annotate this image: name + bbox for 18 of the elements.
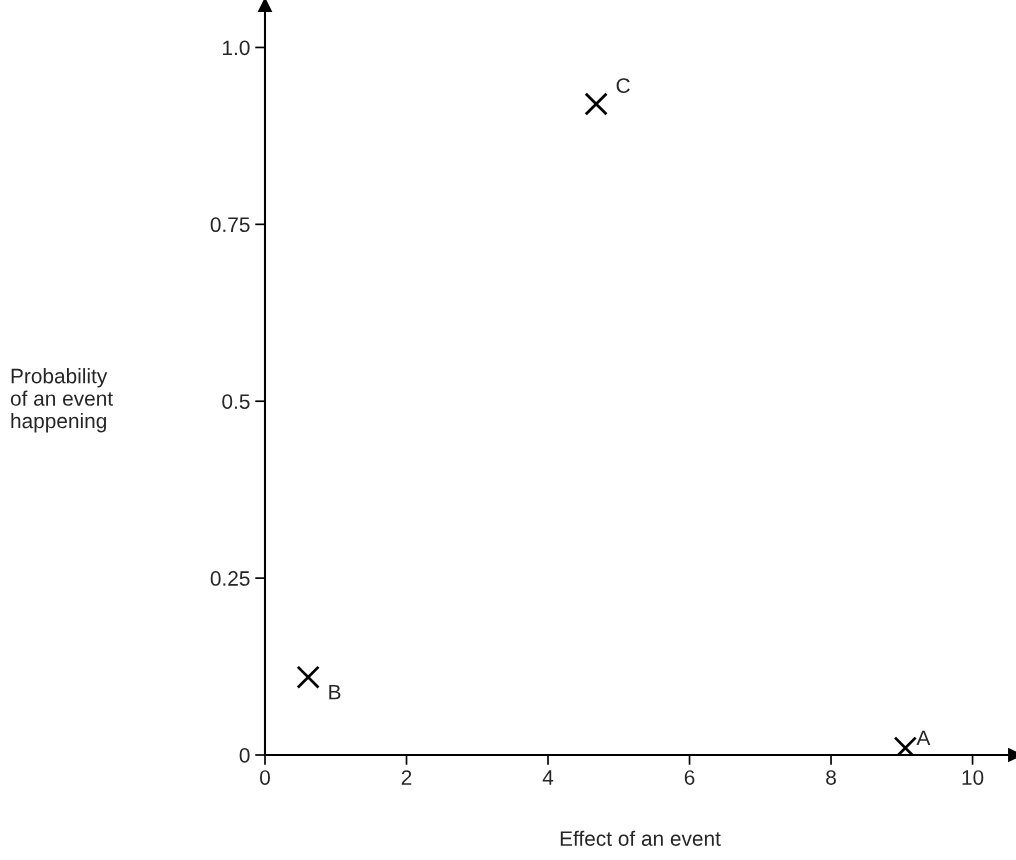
y-axis-title: Probability of an event happening <box>10 368 113 433</box>
y-tick-label: 0 <box>239 748 250 763</box>
point <box>584 92 608 116</box>
y-tick-label: 0.5 <box>222 394 250 409</box>
x-tick-label: 8 <box>826 770 836 785</box>
x-axis-title: Effect of an event <box>560 830 721 846</box>
x-tick-label: 2 <box>401 770 412 785</box>
x-tick-label: 0 <box>260 770 270 785</box>
x-tick-label: 4 <box>542 770 554 785</box>
point <box>296 665 320 689</box>
x-tick-label: 6 <box>684 770 695 785</box>
annotation: A <box>916 730 931 745</box>
annotation: B <box>329 684 341 700</box>
y-tick-label: 1.0 <box>223 40 250 56</box>
annotation: C <box>616 78 630 93</box>
y-tick-label: 0.25 <box>210 571 250 586</box>
y-tick-label: 0.75 <box>210 217 250 233</box>
x-tick-label: 10 <box>962 770 984 785</box>
